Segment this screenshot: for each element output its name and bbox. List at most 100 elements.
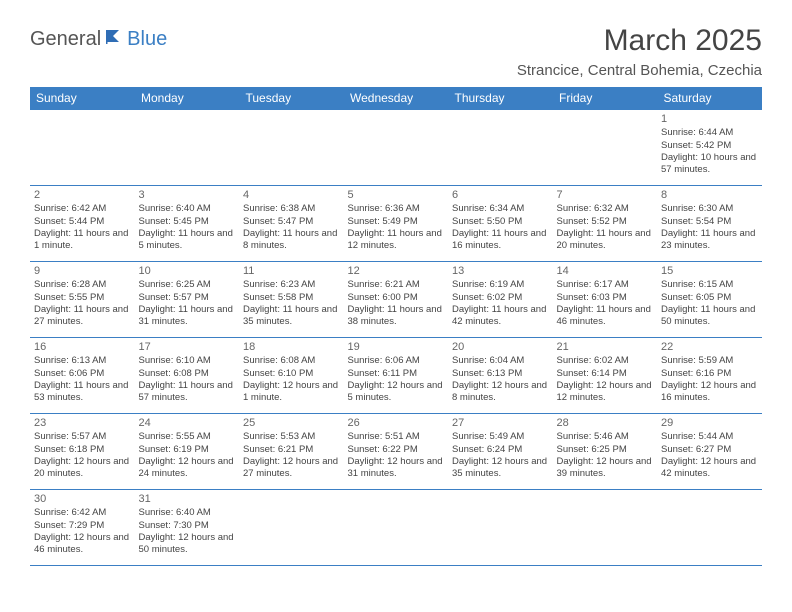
calendar-cell: 5Sunrise: 6:36 AMSunset: 5:49 PMDaylight… [344,186,449,262]
sunset-line: Sunset: 6:25 PM [557,444,654,456]
sunset-line: Sunset: 6:05 PM [661,292,758,304]
sunrise-line: Sunrise: 6:25 AM [139,279,236,291]
calendar-week-row: 30Sunrise: 6:42 AMSunset: 7:29 PMDayligh… [30,490,762,566]
sunset-line: Sunset: 5:47 PM [243,216,340,228]
sunrise-line: Sunrise: 6:15 AM [661,279,758,291]
month-title: March 2025 [517,24,762,58]
day-number: 25 [243,416,340,430]
sunrise-line: Sunrise: 5:46 AM [557,431,654,443]
sunrise-line: Sunrise: 6:28 AM [34,279,131,291]
sunset-line: Sunset: 6:19 PM [139,444,236,456]
sunrise-line: Sunrise: 6:42 AM [34,203,131,215]
sunset-line: Sunset: 5:55 PM [34,292,131,304]
calendar-cell: 26Sunrise: 5:51 AMSunset: 6:22 PMDayligh… [344,414,449,490]
calendar-cell: 4Sunrise: 6:38 AMSunset: 5:47 PMDaylight… [239,186,344,262]
title-block: March 2025 Strancice, Central Bohemia, C… [517,24,762,79]
sunrise-line: Sunrise: 5:55 AM [139,431,236,443]
daylight-line: Daylight: 12 hours and 20 minutes. [34,456,131,481]
calendar-cell: 24Sunrise: 5:55 AMSunset: 6:19 PMDayligh… [135,414,240,490]
day-number: 7 [557,188,654,202]
day-number: 22 [661,340,758,354]
calendar-cell: 11Sunrise: 6:23 AMSunset: 5:58 PMDayligh… [239,262,344,338]
sunrise-line: Sunrise: 6:13 AM [34,355,131,367]
sunrise-line: Sunrise: 6:17 AM [557,279,654,291]
sunrise-line: Sunrise: 6:19 AM [452,279,549,291]
calendar-cell [239,110,344,186]
calendar-cell [344,110,449,186]
logo-text-blue: Blue [127,28,167,51]
sunrise-line: Sunrise: 6:10 AM [139,355,236,367]
sunrise-line: Sunrise: 5:53 AM [243,431,340,443]
daylight-line: Daylight: 11 hours and 27 minutes. [34,304,131,329]
calendar-cell: 10Sunrise: 6:25 AMSunset: 5:57 PMDayligh… [135,262,240,338]
sunset-line: Sunset: 6:21 PM [243,444,340,456]
daylight-line: Daylight: 11 hours and 42 minutes. [452,304,549,329]
calendar-cell: 9Sunrise: 6:28 AMSunset: 5:55 PMDaylight… [30,262,135,338]
calendar-cell [30,110,135,186]
day-number: 18 [243,340,340,354]
daylight-line: Daylight: 12 hours and 5 minutes. [348,380,445,405]
calendar-cell [344,490,449,566]
sunrise-line: Sunrise: 6:21 AM [348,279,445,291]
sunrise-line: Sunrise: 6:36 AM [348,203,445,215]
daylight-line: Daylight: 11 hours and 50 minutes. [661,304,758,329]
daylight-line: Daylight: 12 hours and 50 minutes. [139,532,236,557]
sunset-line: Sunset: 5:44 PM [34,216,131,228]
sunrise-line: Sunrise: 6:40 AM [139,507,236,519]
day-number: 13 [452,264,549,278]
calendar-cell: 1Sunrise: 6:44 AMSunset: 5:42 PMDaylight… [657,110,762,186]
sunrise-line: Sunrise: 5:51 AM [348,431,445,443]
day-number: 2 [34,188,131,202]
calendar-cell [553,490,658,566]
sunset-line: Sunset: 6:06 PM [34,368,131,380]
day-number: 26 [348,416,445,430]
day-number: 8 [661,188,758,202]
weekday-monday: Monday [135,87,240,110]
calendar-cell: 18Sunrise: 6:08 AMSunset: 6:10 PMDayligh… [239,338,344,414]
flag-icon [105,28,125,51]
calendar-cell [553,110,658,186]
day-number: 4 [243,188,340,202]
sunset-line: Sunset: 5:50 PM [452,216,549,228]
day-number: 10 [139,264,236,278]
sunset-line: Sunset: 6:08 PM [139,368,236,380]
sunrise-line: Sunrise: 6:44 AM [661,127,758,139]
daylight-line: Daylight: 11 hours and 35 minutes. [243,304,340,329]
calendar-cell [448,110,553,186]
daylight-line: Daylight: 11 hours and 5 minutes. [139,228,236,253]
calendar-cell [239,490,344,566]
daylight-line: Daylight: 12 hours and 24 minutes. [139,456,236,481]
daylight-line: Daylight: 12 hours and 27 minutes. [243,456,340,481]
sunset-line: Sunset: 5:49 PM [348,216,445,228]
logo: General Blue [30,28,167,51]
day-number: 9 [34,264,131,278]
sunset-line: Sunset: 5:58 PM [243,292,340,304]
daylight-line: Daylight: 11 hours and 12 minutes. [348,228,445,253]
calendar-cell: 15Sunrise: 6:15 AMSunset: 6:05 PMDayligh… [657,262,762,338]
calendar-cell: 30Sunrise: 6:42 AMSunset: 7:29 PMDayligh… [30,490,135,566]
sunrise-line: Sunrise: 6:08 AM [243,355,340,367]
calendar-cell: 27Sunrise: 5:49 AMSunset: 6:24 PMDayligh… [448,414,553,490]
calendar-cell: 20Sunrise: 6:04 AMSunset: 6:13 PMDayligh… [448,338,553,414]
day-number: 28 [557,416,654,430]
calendar-cell [448,490,553,566]
calendar-cell: 8Sunrise: 6:30 AMSunset: 5:54 PMDaylight… [657,186,762,262]
sunset-line: Sunset: 6:13 PM [452,368,549,380]
daylight-line: Daylight: 11 hours and 31 minutes. [139,304,236,329]
sunset-line: Sunset: 5:42 PM [661,140,758,152]
calendar-week-row: 9Sunrise: 6:28 AMSunset: 5:55 PMDaylight… [30,262,762,338]
calendar-cell [135,110,240,186]
calendar-cell: 14Sunrise: 6:17 AMSunset: 6:03 PMDayligh… [553,262,658,338]
sunset-line: Sunset: 7:29 PM [34,520,131,532]
calendar-week-row: 1Sunrise: 6:44 AMSunset: 5:42 PMDaylight… [30,110,762,186]
calendar-cell: 31Sunrise: 6:40 AMSunset: 7:30 PMDayligh… [135,490,240,566]
calendar-body: 1Sunrise: 6:44 AMSunset: 5:42 PMDaylight… [30,110,762,566]
sunrise-line: Sunrise: 6:02 AM [557,355,654,367]
sunset-line: Sunset: 5:45 PM [139,216,236,228]
daylight-line: Daylight: 11 hours and 57 minutes. [139,380,236,405]
day-number: 31 [139,492,236,506]
day-number: 11 [243,264,340,278]
day-number: 24 [139,416,236,430]
day-number: 15 [661,264,758,278]
sunset-line: Sunset: 6:18 PM [34,444,131,456]
